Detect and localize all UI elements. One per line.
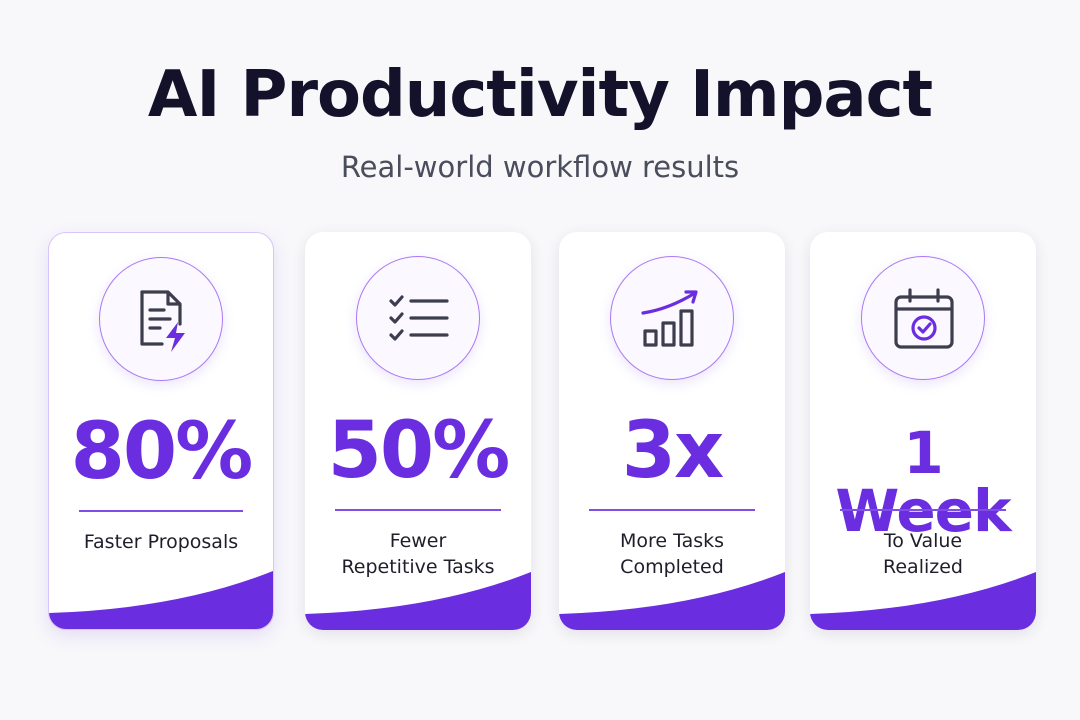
label-line: Completed [620, 556, 724, 578]
stat-card-repetitive-tasks: 50% Fewer Repetitive Tasks [305, 232, 531, 630]
metric-label: Fewer Repetitive Tasks [315, 528, 521, 580]
metric-label: More Tasks Completed [569, 528, 775, 580]
icon-badge [861, 256, 985, 380]
stat-card-time-to-value: 1 Week To Value Realized [810, 232, 1036, 630]
icon-badge [610, 256, 734, 380]
metric-value: 50% [327, 406, 511, 496]
calendar-check-icon [894, 288, 954, 349]
label-line: Repetitive Tasks [341, 556, 495, 578]
growth-chart-icon [641, 290, 698, 347]
icon-badge [356, 256, 480, 380]
divider [335, 509, 501, 511]
accent-wave [559, 572, 785, 630]
accent-wave [305, 572, 531, 630]
metric-label: To Value Realized [820, 528, 1026, 580]
page-subtitle: Real-world workflow results [340, 150, 740, 184]
metric-label: Faster Proposals [59, 529, 263, 555]
divider [79, 510, 243, 512]
metric-value: 1 Week [835, 419, 1011, 545]
divider [589, 509, 755, 511]
document-lightning-icon [140, 290, 185, 352]
divider [840, 509, 1006, 511]
label-line: More Tasks [619, 530, 725, 552]
stat-card-proposals: 80% Faster Proposals [48, 232, 274, 630]
label-line: Faster Proposals [83, 531, 239, 553]
label-line: Fewer [389, 530, 447, 552]
label-line: To Value [883, 530, 963, 552]
stat-card-tasks-completed: 3x More Tasks Completed [559, 232, 785, 630]
icon-badge [99, 257, 223, 381]
metric-value: 3x [621, 406, 725, 496]
accent-wave [49, 571, 273, 629]
accent-wave [810, 572, 1036, 630]
checklist-icon [389, 295, 449, 341]
page-title: AI Productivity Impact [147, 58, 933, 132]
metric-value: 80% [70, 407, 254, 497]
label-line: Realized [883, 556, 963, 578]
